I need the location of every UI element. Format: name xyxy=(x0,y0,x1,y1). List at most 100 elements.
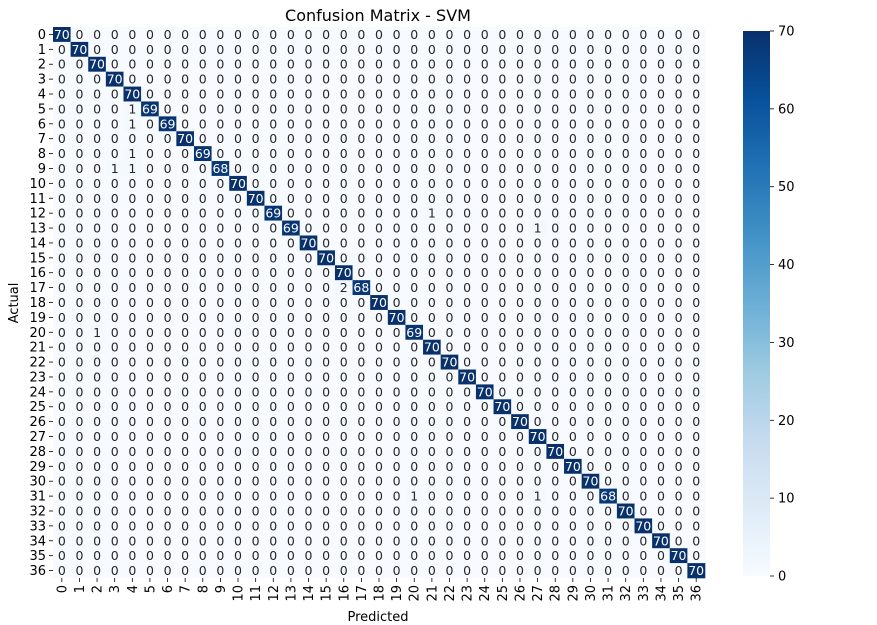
heatmap-cell xyxy=(299,71,318,87)
cell-value: 0 xyxy=(569,384,577,399)
cell-value: 0 xyxy=(675,444,683,459)
heatmap-cell xyxy=(211,56,230,72)
heatmap-cell xyxy=(511,235,530,251)
cell-value: 0 xyxy=(463,116,471,131)
cell-value: 0 xyxy=(604,206,612,221)
cell-value: 0 xyxy=(128,503,136,518)
cell-value: 0 xyxy=(357,176,365,191)
cell-value: 0 xyxy=(410,116,418,131)
y-tick-label: 18 xyxy=(29,296,46,311)
cell-value: 0 xyxy=(234,459,242,474)
y-tick-label: 29 xyxy=(29,460,46,475)
cell-value: 0 xyxy=(534,191,542,206)
cell-value: 0 xyxy=(639,563,647,578)
cell-value: 0 xyxy=(639,414,647,429)
heatmap-cell xyxy=(458,131,477,147)
cell-value: 0 xyxy=(622,399,630,414)
heatmap-cell xyxy=(105,205,124,221)
heatmap-cell xyxy=(317,295,336,311)
heatmap-cell xyxy=(634,27,653,43)
colorbar xyxy=(743,31,770,576)
x-tick-label: 23 xyxy=(461,585,476,602)
heatmap-cell xyxy=(229,220,248,236)
heatmap-cell xyxy=(634,235,653,251)
heatmap-cell xyxy=(105,131,124,147)
heatmap-cell xyxy=(229,190,248,206)
cell-value: 0 xyxy=(146,265,154,280)
cell-value: 70 xyxy=(635,518,651,533)
cell-value: 0 xyxy=(75,265,83,280)
cell-value: 0 xyxy=(481,399,489,414)
cell-value: 0 xyxy=(410,235,418,250)
heatmap-cell xyxy=(211,190,230,206)
cell-value: 0 xyxy=(305,414,313,429)
cell-value: 0 xyxy=(639,235,647,250)
heatmap-cell xyxy=(423,220,441,236)
cell-value: 0 xyxy=(498,176,506,191)
x-tick-label: 20 xyxy=(408,585,423,602)
heatmap-cell xyxy=(246,101,265,117)
cell-value: 0 xyxy=(481,459,489,474)
cell-value: 0 xyxy=(639,72,647,87)
cell-value: 0 xyxy=(657,27,665,42)
cell-value: 0 xyxy=(75,235,83,250)
cell-value: 0 xyxy=(516,310,524,325)
cell-value: 0 xyxy=(357,57,365,72)
cell-value: 0 xyxy=(498,340,506,355)
cell-value: 0 xyxy=(639,27,647,42)
cell-value: 0 xyxy=(111,57,119,72)
cell-value: 0 xyxy=(622,563,630,578)
cell-value: 0 xyxy=(58,548,66,563)
heatmap-cell xyxy=(88,27,107,43)
cell-value: 0 xyxy=(252,384,260,399)
cell-value: 0 xyxy=(428,146,436,161)
cell-value-labels: 70 0 0 0 0 0 0 0 0 0 0 0 0 0 0 0 0 0 0 0 0 0 0 0 0 0 0 0 0 0 0 0 0 0 0 0 00 7… xyxy=(54,27,704,578)
cell-value: 0 xyxy=(675,429,683,444)
cell-value: 0 xyxy=(216,548,224,563)
cell-value: 0 xyxy=(586,489,594,504)
cell-value: 0 xyxy=(481,72,489,87)
heatmap-cell xyxy=(546,56,565,72)
cell-value: 0 xyxy=(75,399,83,414)
heatmap-cell xyxy=(528,71,547,87)
cell-value: 0 xyxy=(111,399,119,414)
cell-value: 0 xyxy=(357,414,365,429)
cell-value: 0 xyxy=(375,280,383,295)
cell-value: 0 xyxy=(586,42,594,57)
heatmap-cell xyxy=(317,161,336,177)
cell-value: 0 xyxy=(164,265,172,280)
cell-value: 0 xyxy=(586,429,594,444)
cell-value: 0 xyxy=(463,176,471,191)
cell-value: 0 xyxy=(93,72,101,87)
cell-value: 0 xyxy=(146,191,154,206)
cell-value: 0 xyxy=(604,265,612,280)
heatmap-cell xyxy=(475,131,494,147)
y-tick-label: 28 xyxy=(29,445,46,460)
heatmap-cell xyxy=(546,280,565,296)
cell-value: 0 xyxy=(516,131,524,146)
cell-value: 0 xyxy=(216,146,224,161)
cell-value: 0 xyxy=(75,221,83,236)
x-tick-label: 10 xyxy=(232,585,247,602)
heatmap-cell xyxy=(616,71,635,87)
cell-value: 0 xyxy=(393,295,401,310)
cell-value: 0 xyxy=(357,503,365,518)
cell-value: 0 xyxy=(216,429,224,444)
x-tick-label: 8 xyxy=(196,585,211,593)
cell-value: 0 xyxy=(586,221,594,236)
x-tick-label: 17 xyxy=(355,585,370,602)
cell-value: 0 xyxy=(446,206,454,221)
cell-value: 0 xyxy=(622,355,630,370)
heatmap-cell xyxy=(581,56,600,72)
heatmap-cell xyxy=(581,175,600,192)
heatmap-cell xyxy=(511,86,530,102)
cell-value: 1 xyxy=(534,489,542,504)
cell-value: 0 xyxy=(675,235,683,250)
y-tick-label: 31 xyxy=(29,490,46,505)
heatmap-cell xyxy=(687,41,706,58)
cell-value: 0 xyxy=(410,72,418,87)
heatmap-cell xyxy=(440,220,459,236)
cell-value: 0 xyxy=(305,459,313,474)
cell-value: 0 xyxy=(128,235,136,250)
heatmap-cell xyxy=(669,116,688,132)
